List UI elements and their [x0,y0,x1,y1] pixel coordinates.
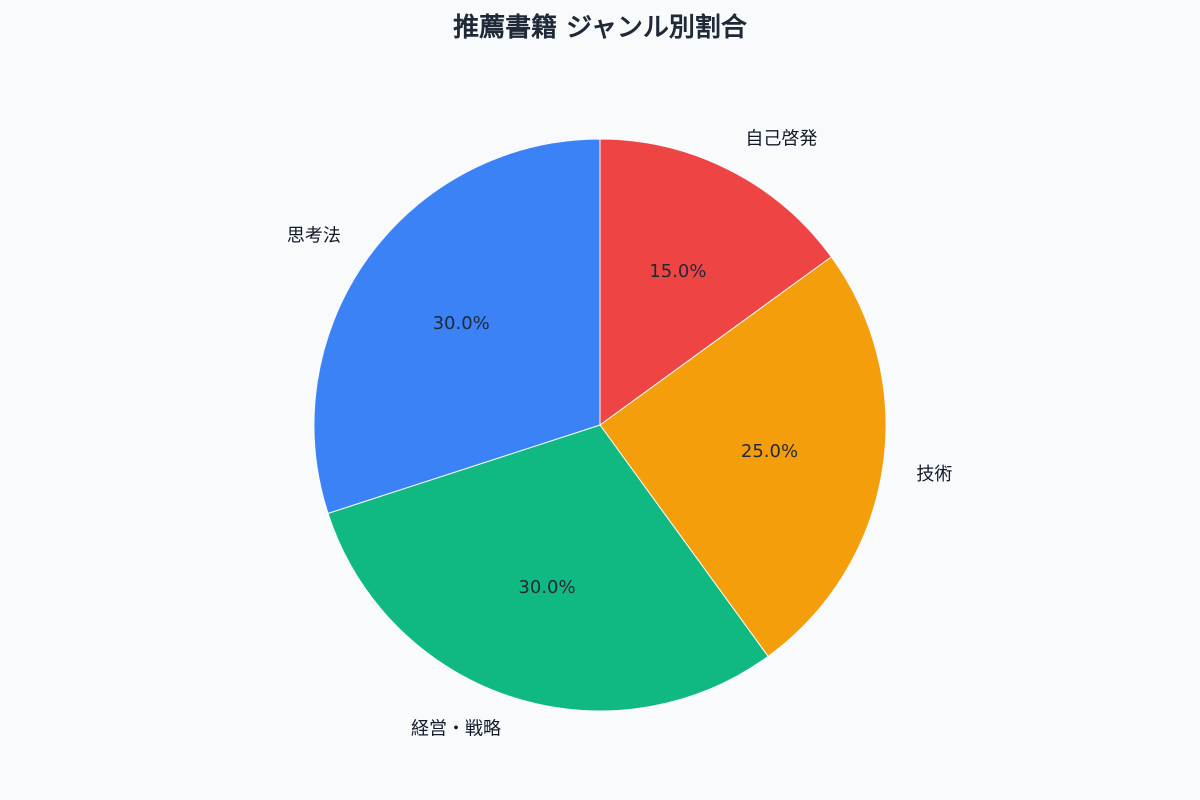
pie-slice-3 [313,138,601,515]
slice-percent-label-2: 30.0% [518,577,575,598]
slice-percent-label-1: 25.0% [741,441,798,462]
pie-slices [313,138,887,712]
chart-title: 推薦書籍 ジャンル別割合 [453,13,747,43]
pie-labels: 15.0% 自己啓発 25.0% 技術 30.0% 経営・戦略 30.0% 思考法 [287,129,953,740]
slice-category-label-3: 思考法 [287,226,341,247]
pie-slice-2 [327,424,769,712]
pie-slice-0 [599,138,833,426]
slice-category-label-2: 経営・戦略 [411,719,501,740]
slice-category-label-0: 自己啓発 [745,129,817,150]
slice-percent-label-3: 30.0% [433,313,490,334]
slice-category-label-1: 技術 [916,464,952,485]
pie-slice-1 [599,256,887,658]
slice-percent-label-0: 15.0% [649,261,706,282]
